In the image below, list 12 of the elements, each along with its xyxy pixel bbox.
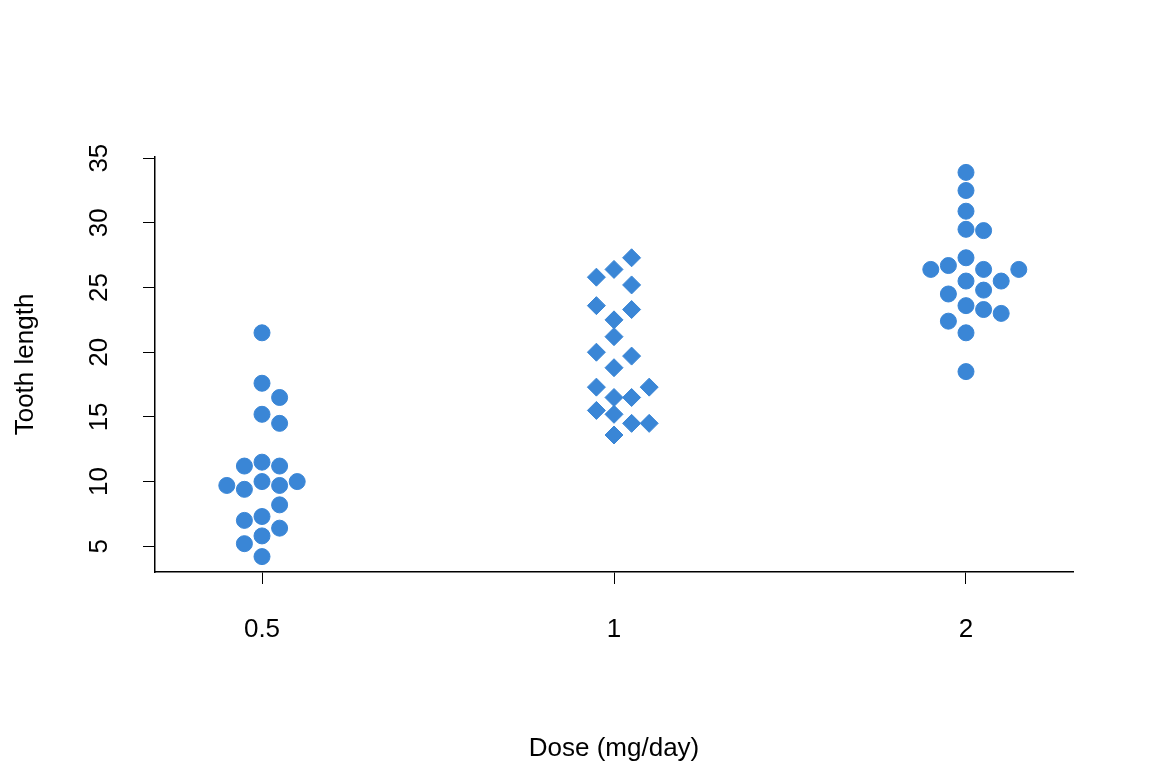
x-tick-label: 1 [606, 612, 622, 643]
x-tick-label: 0.5 [243, 612, 281, 643]
x-tick-label: 2 [958, 612, 974, 643]
y-tick-label: 5 [83, 539, 114, 554]
y-tick-label: 35 [83, 143, 114, 173]
y-axis-title: Tooth length [8, 293, 39, 436]
y-tick-label: 10 [83, 467, 114, 497]
y-tick-label: 30 [83, 208, 114, 238]
y-tick-label: 25 [83, 273, 114, 302]
x-axis-title: Dose (mg/day) [528, 731, 700, 762]
y-tick-label: 15 [83, 402, 114, 432]
y-tick-label: 20 [83, 337, 114, 367]
